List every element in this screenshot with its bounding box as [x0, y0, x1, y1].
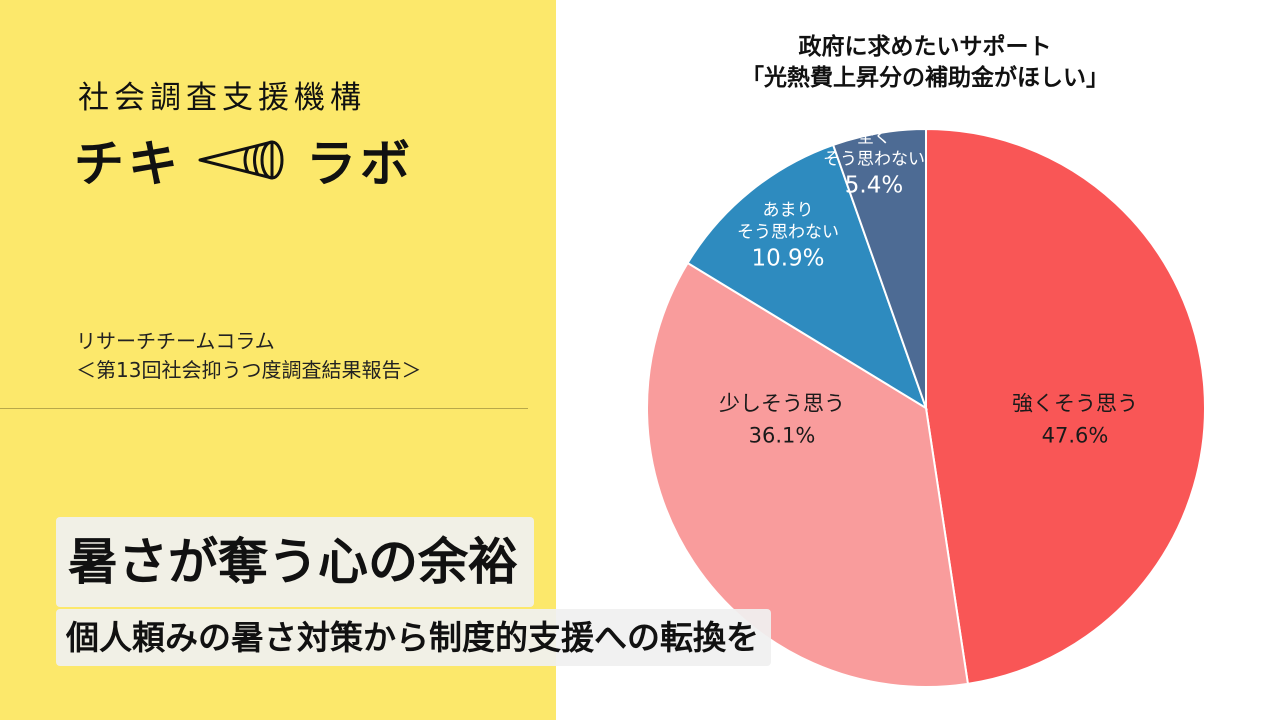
logo-text-left: チキ [74, 135, 182, 193]
column-label: リサーチチームコラム ＜第13回社会抑うつ度調査結果報告＞ [76, 327, 421, 385]
chart-title: 政府に求めたいサポート 「光熱費上昇分の補助金がほしい」 [660, 32, 1190, 94]
pie-slice [925, 127, 1206, 685]
logo-text-right: ラボ [306, 135, 414, 193]
slice-label: 全く [857, 128, 891, 148]
slice-label: あまり [763, 201, 814, 221]
pie-slice [646, 261, 970, 688]
slice-value-label: 36.1% [749, 424, 816, 448]
chart-title-line1: 政府に求めたいサポート [798, 34, 1052, 60]
headline: 暑さが奪う心の余裕 [56, 517, 534, 607]
slice-label: 少しそう思う [719, 392, 845, 416]
slice-label: そう思わない [823, 150, 925, 170]
slice-label: 強くそう思う [1012, 392, 1138, 416]
pie-slice [831, 127, 927, 409]
chart-title-line2: 「光熱費上昇分の補助金がほしい」 [741, 65, 1109, 91]
divider [0, 408, 528, 409]
subheadline: 個人頼みの暑さ対策から制度的支援への転換を [56, 609, 771, 666]
megaphone-icon [198, 140, 284, 180]
logo: チキ ラボ [74, 128, 414, 193]
column-label-line1: リサーチチームコラム [76, 329, 275, 353]
slice-value-label: 10.9% [751, 246, 824, 272]
slice-value-label: 5.4% [845, 173, 903, 199]
pie-slice [686, 143, 928, 411]
org-name: 社会調査支援機構 [78, 80, 366, 116]
slice-label: そう思わない [737, 223, 839, 243]
slice-value-label: 47.6% [1042, 424, 1109, 448]
column-label-line2: ＜第13回社会抑うつ度調査結果報告＞ [76, 358, 422, 382]
